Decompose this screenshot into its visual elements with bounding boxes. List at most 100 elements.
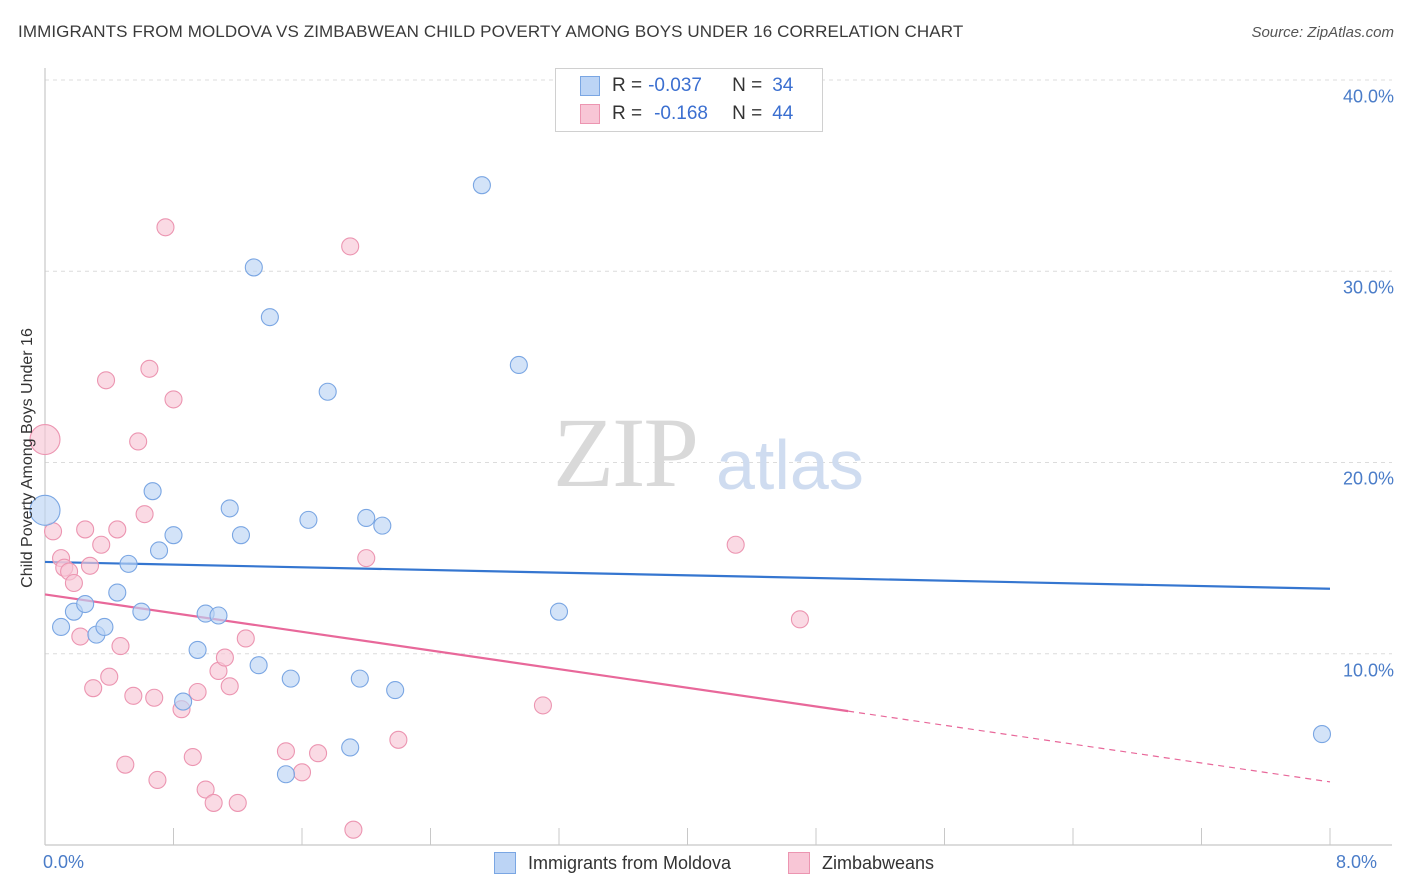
data-point-zimbabweans <box>292 763 312 782</box>
data-point-zimbabweans <box>357 549 376 568</box>
data-point-moldova <box>108 583 127 602</box>
y-tick-label: 10.0% <box>1342 660 1394 681</box>
data-point-zimbabweans <box>145 688 164 707</box>
data-point-zimbabweans <box>790 610 809 629</box>
data-point-zimbabweans <box>80 556 100 575</box>
y-axis-label: Child Poverty Among Boys Under 16 <box>19 328 36 588</box>
data-point-zimbabweans <box>100 667 119 686</box>
legend-label: Zimbabweans <box>822 852 935 873</box>
data-point-moldova <box>119 554 138 573</box>
data-point-zimbabweans <box>156 218 175 237</box>
data-point-moldova <box>341 738 360 757</box>
data-point-moldova <box>260 308 279 327</box>
data-point-zimbabweans <box>236 629 255 648</box>
data-point-zimbabweans <box>84 679 103 698</box>
source-label[interactable]: Source: ZipAtlas.com <box>1251 24 1394 41</box>
legend-r-value: -0.168 <box>654 103 708 124</box>
data-point-zimbabweans <box>196 780 215 799</box>
data-point-zimbabweans <box>215 648 234 667</box>
data-point-moldova <box>76 594 95 614</box>
data-point-zimbabweans <box>344 820 363 839</box>
data-point-moldova <box>132 602 151 621</box>
data-point-zimbabweans <box>309 744 328 763</box>
data-point-zimbabweans <box>76 520 95 539</box>
trend-line-moldova <box>44 560 1331 590</box>
data-point-zimbabweans <box>188 682 207 702</box>
legend-row-moldova: R = -0.037 N = 34 <box>580 74 793 98</box>
data-point-moldova <box>209 606 228 625</box>
data-point-moldova <box>220 499 239 518</box>
legend-n-value: 34 <box>772 75 794 96</box>
legend-swatch-blue <box>580 76 600 96</box>
data-point-zimbabweans <box>29 423 61 456</box>
y-tick-label: 20.0% <box>1342 468 1394 489</box>
point-layer <box>29 176 1332 839</box>
data-point-moldova <box>373 516 392 535</box>
watermark-atlas: atlas <box>716 426 864 504</box>
axis-layer <box>44 68 1392 846</box>
data-point-moldova <box>318 382 337 401</box>
data-point-moldova <box>174 692 193 711</box>
trend-line-zimbabweans-extension <box>848 710 1331 783</box>
data-point-moldova <box>281 669 300 688</box>
data-point-zimbabweans <box>96 371 116 390</box>
data-point-zimbabweans <box>341 237 360 256</box>
legend-r-value: -0.037 <box>648 75 702 96</box>
trend-line-zimbabweans <box>44 593 849 713</box>
data-point-zimbabweans <box>164 390 183 409</box>
data-point-moldova <box>509 355 528 375</box>
data-point-moldova <box>357 508 376 528</box>
data-point-zimbabweans <box>108 520 127 539</box>
data-point-moldova <box>143 482 162 501</box>
grid-layer <box>45 79 1392 655</box>
data-point-zimbabweans <box>116 755 135 774</box>
legend-item-moldova[interactable]: Immigrants from Moldova <box>494 852 731 874</box>
legend-n-label: N = <box>732 75 763 96</box>
data-point-moldova <box>1312 725 1332 744</box>
data-point-zimbabweans <box>140 359 159 378</box>
data-point-zimbabweans <box>129 432 148 451</box>
data-point-moldova <box>29 494 61 526</box>
data-point-zimbabweans <box>183 747 202 767</box>
data-point-zimbabweans <box>726 535 745 554</box>
legend-row-zimbabweans: R = -0.168 N = 44 <box>580 102 793 126</box>
data-point-moldova <box>472 176 491 195</box>
data-point-zimbabweans <box>92 535 111 554</box>
legend-swatch-pink <box>580 104 600 124</box>
watermark-zip: ZIP <box>553 397 699 508</box>
data-point-zimbabweans <box>533 696 552 715</box>
data-point-zimbabweans <box>135 505 154 524</box>
data-point-zimbabweans <box>276 742 295 761</box>
chart-title: IMMIGRANTS FROM MOLDOVA VS ZIMBABWEAN CH… <box>18 22 964 41</box>
data-point-moldova <box>276 765 295 784</box>
data-point-moldova <box>188 640 207 659</box>
data-point-moldova <box>149 541 169 560</box>
y-tick-label: 30.0% <box>1342 277 1394 298</box>
data-point-zimbabweans <box>71 627 90 646</box>
data-point-moldova <box>386 681 405 700</box>
data-point-moldova <box>299 510 318 529</box>
legend-r-label: R = <box>612 75 643 96</box>
data-point-zimbabweans <box>148 770 167 790</box>
legend-label: Immigrants from Moldova <box>528 852 732 873</box>
data-point-zimbabweans <box>389 730 408 749</box>
data-point-moldova <box>231 526 251 545</box>
data-point-moldova <box>350 669 369 688</box>
data-point-moldova <box>549 602 569 621</box>
correlation-legend: R = -0.037 N = 34 R = -0.168 N = 44 <box>555 68 823 132</box>
legend-item-zimbabweans[interactable]: Zimbabweans <box>788 852 934 874</box>
legend-swatch-blue <box>494 852 516 874</box>
x-tick-label: 0.0% <box>43 852 85 872</box>
x-tick-label: 8.0% <box>1336 852 1378 872</box>
legend-n-label: N = <box>732 103 763 124</box>
data-point-moldova <box>164 526 183 545</box>
data-point-zimbabweans <box>204 793 223 812</box>
data-point-moldova <box>244 258 263 277</box>
data-point-moldova <box>52 617 71 637</box>
data-point-moldova <box>95 617 114 637</box>
data-point-zimbabweans <box>64 573 83 593</box>
legend-swatch-pink <box>788 852 810 874</box>
y-tick-label: 40.0% <box>1342 86 1394 107</box>
legend-n-value: 44 <box>772 103 794 124</box>
